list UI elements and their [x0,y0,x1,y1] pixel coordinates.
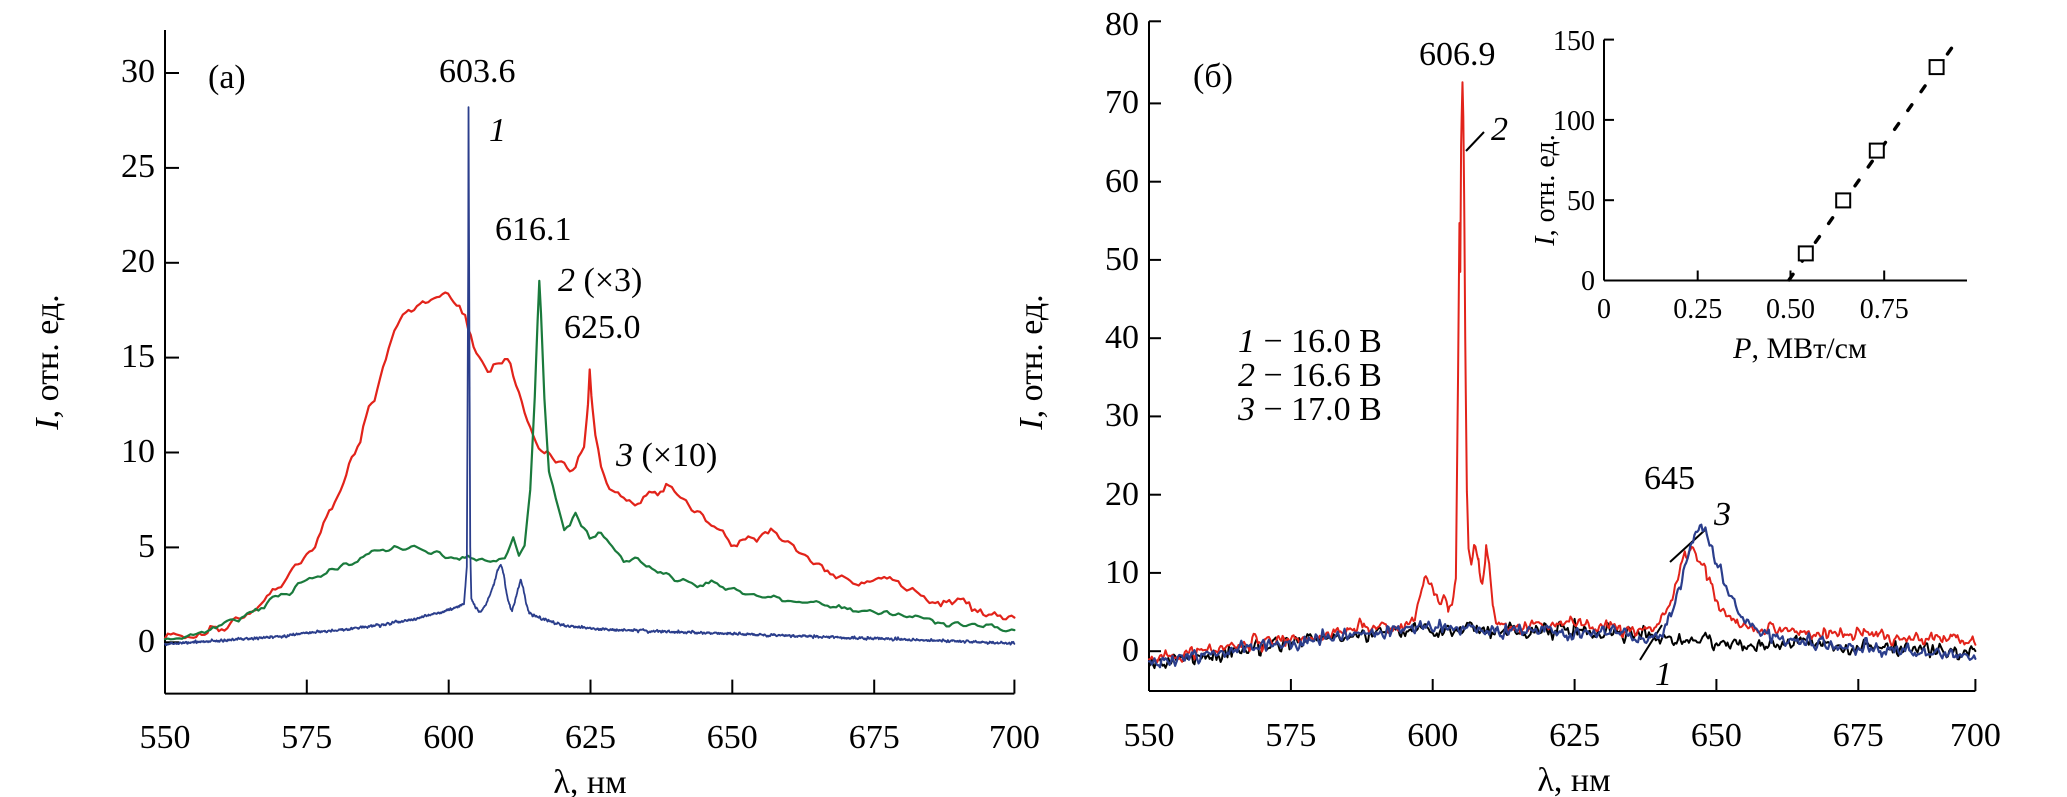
svg-text:600: 600 [423,719,474,756]
svg-text:30: 30 [1105,397,1139,434]
svg-text:(a): (a) [208,59,246,96]
svg-text:20: 20 [121,243,155,280]
svg-text:70: 70 [1105,84,1139,121]
svg-text:20: 20 [1105,476,1139,513]
svg-text:I, отн. ед.: I, отн. ед. [1530,134,1561,246]
svg-text:0: 0 [1122,632,1139,669]
svg-text:625.0: 625.0 [564,309,641,346]
svg-text:2 (×3): 2 (×3) [558,262,642,299]
svg-text:700: 700 [989,719,1040,756]
svg-text:0.50: 0.50 [1766,294,1815,325]
svg-text:603.6: 603.6 [439,53,516,90]
svg-text:100: 100 [1553,106,1595,137]
svg-text:575: 575 [281,719,332,756]
svg-text:I, отн. ед.: I, отн. ед. [1013,294,1050,430]
svg-text:645: 645 [1644,460,1695,497]
svg-text:675: 675 [1833,717,1884,754]
svg-text:0: 0 [138,623,155,660]
svg-text:λ, нм: λ, нм [553,764,626,797]
svg-text:675: 675 [849,719,900,756]
svg-text:150: 150 [1553,26,1595,57]
svg-text:P, МВт/см: P, МВт/см [1732,332,1867,365]
svg-text:50: 50 [1567,186,1595,217]
svg-text:(б): (б) [1193,58,1233,95]
svg-text:1: 1 [1655,656,1672,693]
svg-text:550: 550 [1124,717,1175,754]
svg-text:I, отн. ед.: I, отн. ед. [29,294,66,430]
svg-text:606.9: 606.9 [1419,36,1496,73]
svg-text:80: 80 [1105,6,1139,43]
svg-text:0: 0 [1581,266,1595,297]
svg-text:700: 700 [1950,717,2001,754]
svg-text:1 − 16.0 В: 1 − 16.0 В [1238,323,1382,360]
svg-text:550: 550 [140,719,191,756]
svg-text:600: 600 [1407,717,1458,754]
svg-text:3 − 17.0 В: 3 − 17.0 В [1237,391,1382,428]
svg-text:1: 1 [489,112,506,149]
svg-text:60: 60 [1105,163,1139,200]
svg-text:0: 0 [1597,294,1611,325]
svg-text:10: 10 [1105,554,1139,591]
svg-text:25: 25 [121,148,155,185]
svg-text:50: 50 [1105,241,1139,278]
svg-text:575: 575 [1265,717,1316,754]
svg-text:30: 30 [121,53,155,90]
svg-text:2 − 16.6 В: 2 − 16.6 В [1238,357,1382,394]
svg-text:10: 10 [121,433,155,470]
svg-text:650: 650 [707,719,758,756]
svg-text:40: 40 [1105,319,1139,356]
svg-text:625: 625 [565,719,616,756]
svg-text:650: 650 [1691,717,1742,754]
svg-text:0.75: 0.75 [1860,294,1909,325]
svg-text:625: 625 [1549,717,1600,754]
svg-text:λ, нм: λ, нм [1537,762,1610,797]
svg-text:3: 3 [1713,496,1731,533]
svg-text:15: 15 [121,338,155,375]
svg-text:616.1: 616.1 [495,211,572,248]
svg-text:3 (×10): 3 (×10) [615,437,717,474]
svg-text:0.25: 0.25 [1673,294,1722,325]
svg-text:5: 5 [138,528,155,565]
svg-text:2: 2 [1491,111,1508,148]
